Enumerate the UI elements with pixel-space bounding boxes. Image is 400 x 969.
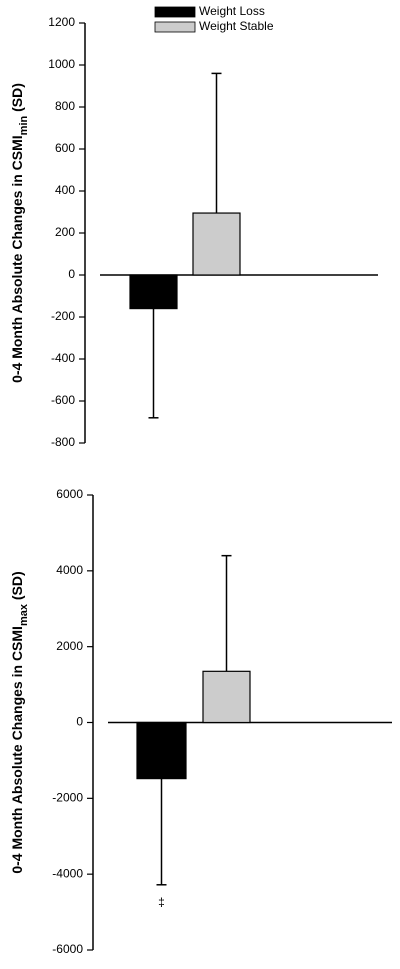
bar <box>129 274 178 310</box>
y-tick-label: 600 <box>55 141 75 155</box>
bar <box>192 212 241 276</box>
y-tick-label: 800 <box>55 99 75 113</box>
y-tick-label: -200 <box>51 309 75 323</box>
y-tick-label: 0 <box>76 715 83 729</box>
bar <box>136 721 187 780</box>
y-tick-label: -6000 <box>52 942 83 956</box>
y-tick-label: -4000 <box>52 866 83 880</box>
legend-label: Weight Stable <box>199 19 274 33</box>
y-axis-label: 0-4 Month Absolute Changes in CSMImax (S… <box>9 571 30 873</box>
y-tick-label: -800 <box>51 435 75 449</box>
y-tick-label: -600 <box>51 393 75 407</box>
y-axis-label: 0-4 Month Absolute Changes in CSMImin (S… <box>9 83 30 383</box>
y-tick-label: 2000 <box>56 639 83 653</box>
y-tick-label: -2000 <box>52 791 83 805</box>
legend-swatch <box>154 6 196 18</box>
y-label-part: min <box>18 115 30 135</box>
y-tick-label: 6000 <box>56 487 83 501</box>
y-tick-label: 200 <box>55 225 75 239</box>
legend-swatch <box>154 21 196 33</box>
y-label-part: (SD) <box>9 571 25 604</box>
y-tick-label: 0 <box>68 267 75 281</box>
annotation: ‡ <box>158 895 165 909</box>
bar <box>202 670 251 724</box>
y-label-part: 0-4 Month Absolute Changes in CSMI <box>9 135 25 383</box>
y-tick-label: 1000 <box>48 57 75 71</box>
legend-label: Weight Loss <box>199 4 265 18</box>
y-label-part: (SD) <box>9 83 25 116</box>
y-tick-label: 4000 <box>56 563 83 577</box>
y-label-part: 0-4 Month Absolute Changes in CSMI <box>9 626 25 874</box>
y-tick-label: -400 <box>51 351 75 365</box>
y-label-part: max <box>18 603 30 626</box>
y-tick-label: 1200 <box>48 15 75 29</box>
y-tick-label: 400 <box>55 183 75 197</box>
